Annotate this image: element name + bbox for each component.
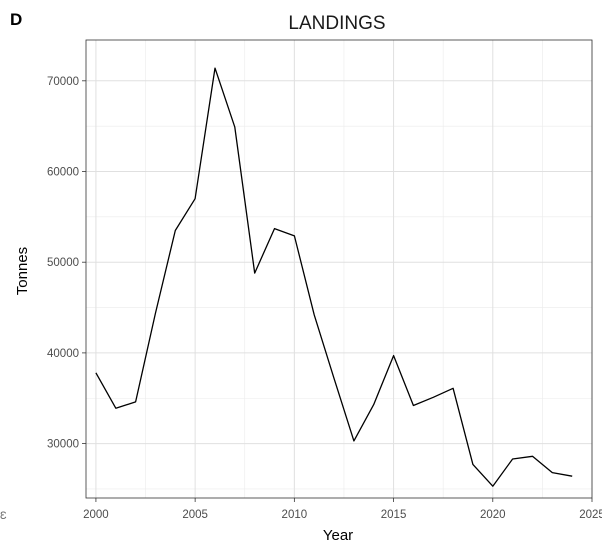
chart-title: LANDINGS [288,13,385,34]
x-axis-label: Year [323,527,353,543]
panel-label: D [10,10,22,29]
y-tick-label: 60000 [47,167,79,179]
x-tick-label: 2015 [381,509,407,521]
plot-border [85,39,593,499]
x-tick-label: 2010 [282,509,308,521]
y-tick-label: 30000 [47,439,79,451]
x-tick-label: 2000 [83,509,109,521]
y-axis-label: Tonnes [14,247,31,295]
x-tick-label: 2020 [480,509,506,521]
y-tick-label: 70000 [47,76,79,88]
series-line [95,67,573,487]
y-tick-label: 40000 [47,348,79,360]
grid-major [86,40,593,498]
y-tick-labels: 30000 40000 50000 60000 70000 [47,76,79,451]
series-lines [95,67,573,487]
x-tick-label: 2025 [579,509,602,521]
y-tick-label: 50000 [47,257,79,269]
grid-minor [86,40,592,498]
stray-mark: Ɛ [0,510,7,522]
axis-ticks [82,80,593,502]
x-tick-label: 2005 [182,509,208,521]
x-tick-labels: 2000 2005 2010 2015 2020 2025 [83,509,602,521]
